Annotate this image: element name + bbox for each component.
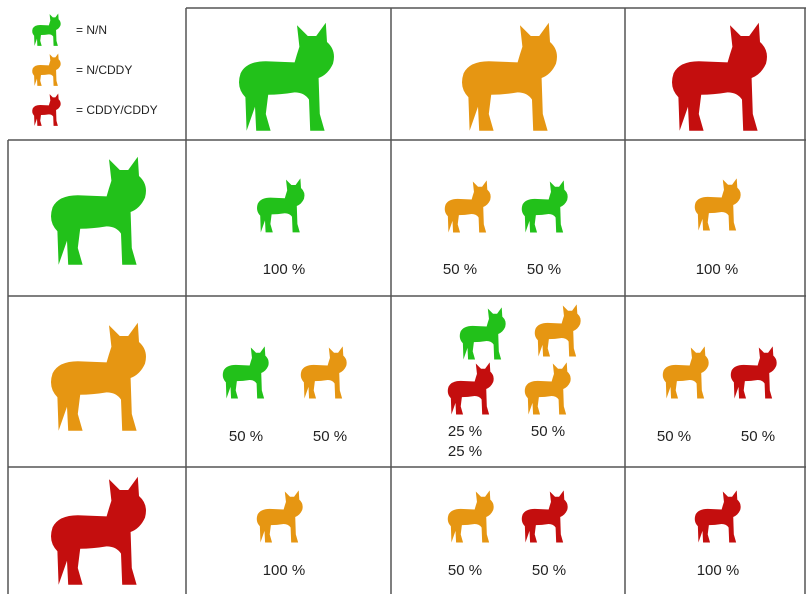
- percentage: 50 %: [448, 562, 482, 579]
- page: {"legend": ["= N/N", "= N/CDDY", "= CDDY…: [0, 0, 806, 594]
- percentage: 50 %: [527, 261, 561, 278]
- offspring-dog: [522, 490, 568, 542]
- offspring-dog: [695, 490, 741, 542]
- percentage: 100 %: [263, 562, 306, 579]
- offspring-dog: [525, 362, 571, 414]
- offspring-dog: [535, 304, 581, 356]
- percentage: 50 %: [657, 428, 691, 445]
- offspring-dog: [448, 362, 494, 414]
- offspring-dog: [223, 346, 269, 398]
- offspring-dog: [257, 490, 303, 542]
- percentage: 100 %: [263, 261, 306, 278]
- legend-label: = N/N: [76, 23, 107, 37]
- parent-dog: [239, 23, 334, 131]
- offspring-dog: [522, 180, 568, 232]
- legend-label: = CDDY/CDDY: [76, 103, 158, 117]
- legend-icon: [32, 93, 60, 125]
- punnett-square: = N/N = N/CDDY = CDDY/CDDY 100 % 50 % 50…: [0, 0, 806, 594]
- legend-icon: [32, 53, 60, 85]
- percentage: 50 %: [531, 423, 565, 440]
- percentage: 50 %: [741, 428, 775, 445]
- legend-icon: [32, 13, 60, 45]
- percentage: 50 %: [229, 428, 263, 445]
- offspring-dog: [445, 180, 491, 232]
- legend-label: = N/CDDY: [76, 63, 132, 77]
- offspring-dog: [257, 178, 304, 232]
- offspring-dog: [301, 346, 347, 398]
- parent-dog: [51, 477, 146, 585]
- parent-dog: [51, 157, 146, 265]
- parent-dog: [672, 23, 767, 131]
- offspring-dog: [663, 346, 709, 398]
- percentage: 50 %: [443, 261, 477, 278]
- parent-dog: [51, 323, 146, 431]
- percentage: 50 %: [532, 562, 566, 579]
- percentage: 25 %: [448, 423, 482, 440]
- offspring-dog: [460, 307, 506, 359]
- percentage: 50 %: [313, 428, 347, 445]
- offspring-dog: [448, 490, 494, 542]
- parent-dog: [462, 23, 557, 131]
- percentage: 100 %: [696, 261, 739, 278]
- offspring-dog: [695, 178, 741, 230]
- percentage: 25 %: [448, 443, 482, 460]
- percentage: 100 %: [697, 562, 740, 579]
- offspring-dog: [731, 346, 777, 398]
